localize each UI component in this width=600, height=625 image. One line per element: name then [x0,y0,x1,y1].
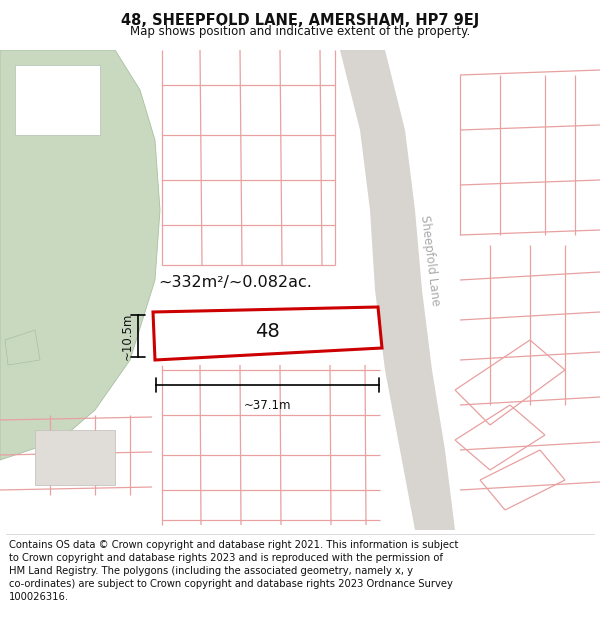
Polygon shape [153,307,382,360]
Polygon shape [15,65,100,135]
Polygon shape [340,50,455,530]
Text: Contains OS data © Crown copyright and database right 2021. This information is : Contains OS data © Crown copyright and d… [9,539,458,602]
Polygon shape [0,50,160,460]
Text: Map shows position and indicative extent of the property.: Map shows position and indicative extent… [130,24,470,38]
Polygon shape [35,430,115,485]
Polygon shape [5,330,40,365]
Text: ~332m²/~0.082ac.: ~332m²/~0.082ac. [158,274,312,289]
Text: Sheepfold Lane: Sheepfold Lane [418,214,442,306]
Text: 48, SHEEPFOLD LANE, AMERSHAM, HP7 9EJ: 48, SHEEPFOLD LANE, AMERSHAM, HP7 9EJ [121,12,479,28]
Text: ~37.1m: ~37.1m [244,399,291,412]
Text: ~10.5m: ~10.5m [121,312,134,359]
Text: 48: 48 [254,322,280,341]
